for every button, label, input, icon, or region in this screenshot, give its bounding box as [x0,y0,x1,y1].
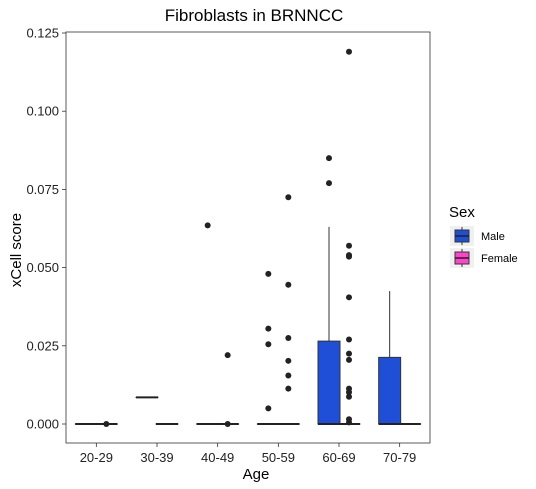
chart-title: Fibroblasts in BRNNCC [165,6,344,25]
box-male-60-69 [317,155,341,425]
outlier-point [285,281,292,288]
y-tick-label: 0.075 [26,182,59,197]
panel-border [65,31,431,444]
outlier-point [346,242,352,249]
outlier-point [346,48,352,55]
outlier-point [285,385,292,392]
outlier-point [285,372,292,379]
x-tick-label: 40-49 [201,450,234,465]
outlier-point [346,356,352,363]
box-body [378,356,402,425]
x-axis: 20-29 30-39 40-49 50-59 60-69 70-79 [80,443,416,465]
plot-panel [65,31,431,444]
outlier-point [285,357,292,364]
outlier-point [265,341,272,348]
box-male-40-49 [196,222,220,425]
x-tick-label: 20-29 [80,450,113,465]
outlier-point [224,352,231,359]
x-axis-title: Age [243,466,270,483]
outlier-point [346,294,352,301]
outlier-point [265,270,272,277]
y-axis: 0.000 0.025 0.050 0.075 0.100 0.125 [26,26,66,432]
outlier-point [346,419,352,426]
outlier-point [103,421,110,427]
outlier-point [326,155,332,162]
box-female-60-69 [337,48,361,426]
outlier-point [265,325,272,332]
outlier-point [346,253,352,260]
outlier-point [224,421,231,427]
outlier-point [326,180,332,187]
box-male-50-59 [256,270,280,425]
legend-entry-male: Male [450,226,505,246]
box-female-50-59 [276,194,300,425]
outlier-point [346,350,352,357]
legend-entry-female: Female [450,248,518,268]
outlier-point [346,389,352,396]
outlier-point [285,334,292,341]
y-tick-label: 0.100 [26,104,59,119]
outlier-point [346,336,352,343]
outlier-point [265,405,272,412]
y-tick-label: 0.050 [26,260,59,275]
outlier-point [285,194,292,201]
x-tick-label: 70-79 [383,450,416,465]
legend-title: Sex [449,204,475,221]
box-female-40-49 [216,352,240,427]
legend-label: Male [481,231,505,243]
box-male-70-79 [378,291,402,425]
y-tick-label: 0.025 [26,338,59,353]
box-body [317,340,341,425]
box-female-20-29 [94,421,118,427]
y-axis-title: xCell score [8,213,25,287]
outlier-point [204,222,211,229]
x-tick-label: 50-59 [262,450,295,465]
outlier-point [346,393,352,400]
x-tick-label: 30-39 [140,450,173,465]
x-tick-label: 60-69 [322,450,355,465]
legend: Sex Male Female [449,204,518,268]
y-tick-label: 0.000 [26,417,59,432]
y-tick-label: 0.125 [26,26,59,41]
plot-marks [74,48,422,427]
legend-label: Female [481,253,518,265]
